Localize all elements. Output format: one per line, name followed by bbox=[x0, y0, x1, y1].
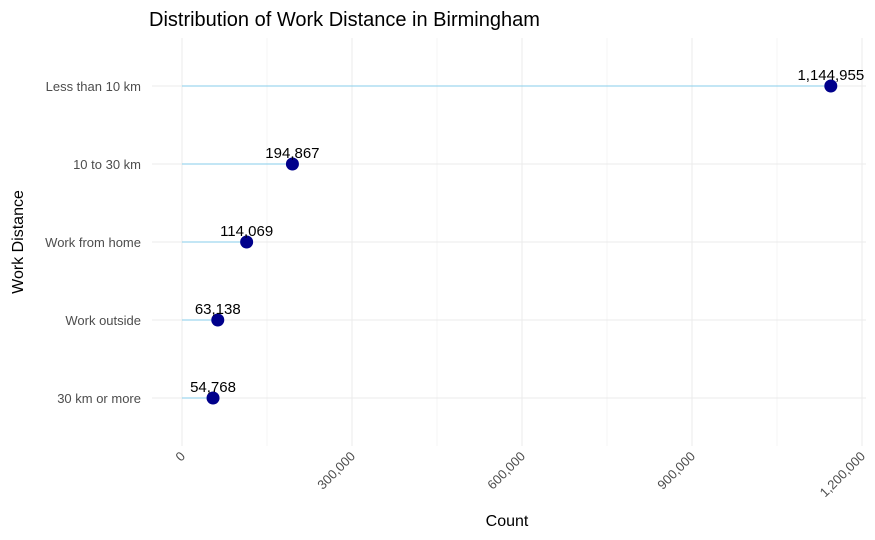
lollipop-point bbox=[285, 157, 299, 171]
y-tick-label: Work from home bbox=[45, 235, 141, 250]
lollipop-point bbox=[211, 313, 225, 327]
lollipop-point bbox=[206, 391, 220, 405]
x-tick-label: 600,000 bbox=[484, 449, 528, 493]
y-tick-label: Work outside bbox=[65, 313, 141, 328]
lollipop-point bbox=[824, 79, 838, 93]
x-axis-tick-labels: 0 300,000 600,000 900,000 1,200,000 bbox=[172, 449, 868, 501]
lollipop-point bbox=[240, 235, 254, 249]
grid-lines bbox=[152, 38, 866, 446]
y-axis-title: Work Distance bbox=[10, 190, 27, 294]
data-label: 54,768 bbox=[190, 379, 236, 396]
lollipop-points bbox=[206, 79, 838, 405]
data-label: 114,069 bbox=[220, 223, 273, 240]
chart-title: Distribution of Work Distance in Birming… bbox=[149, 9, 540, 31]
x-axis-title: Count bbox=[486, 513, 529, 530]
data-label: 63,138 bbox=[195, 301, 241, 318]
x-tick-label: 0 bbox=[172, 449, 188, 465]
data-labels: 1,144,955 194,867 114,069 63,138 54,768 bbox=[190, 67, 864, 396]
data-label: 1,144,955 bbox=[797, 67, 864, 84]
y-tick-label: 30 km or more bbox=[57, 391, 141, 406]
data-label: 194,867 bbox=[265, 145, 319, 162]
y-axis-tick-labels: Less than 10 km 10 to 30 km Work from home… bbox=[45, 79, 141, 406]
x-tick-label: 1,200,000 bbox=[817, 449, 869, 501]
lollipop-stems bbox=[182, 85, 831, 399]
y-tick-label: 10 to 30 km bbox=[73, 157, 141, 172]
x-tick-label: 900,000 bbox=[654, 449, 698, 493]
y-tick-label: Less than 10 km bbox=[46, 79, 141, 94]
x-tick-label: 300,000 bbox=[314, 449, 358, 493]
